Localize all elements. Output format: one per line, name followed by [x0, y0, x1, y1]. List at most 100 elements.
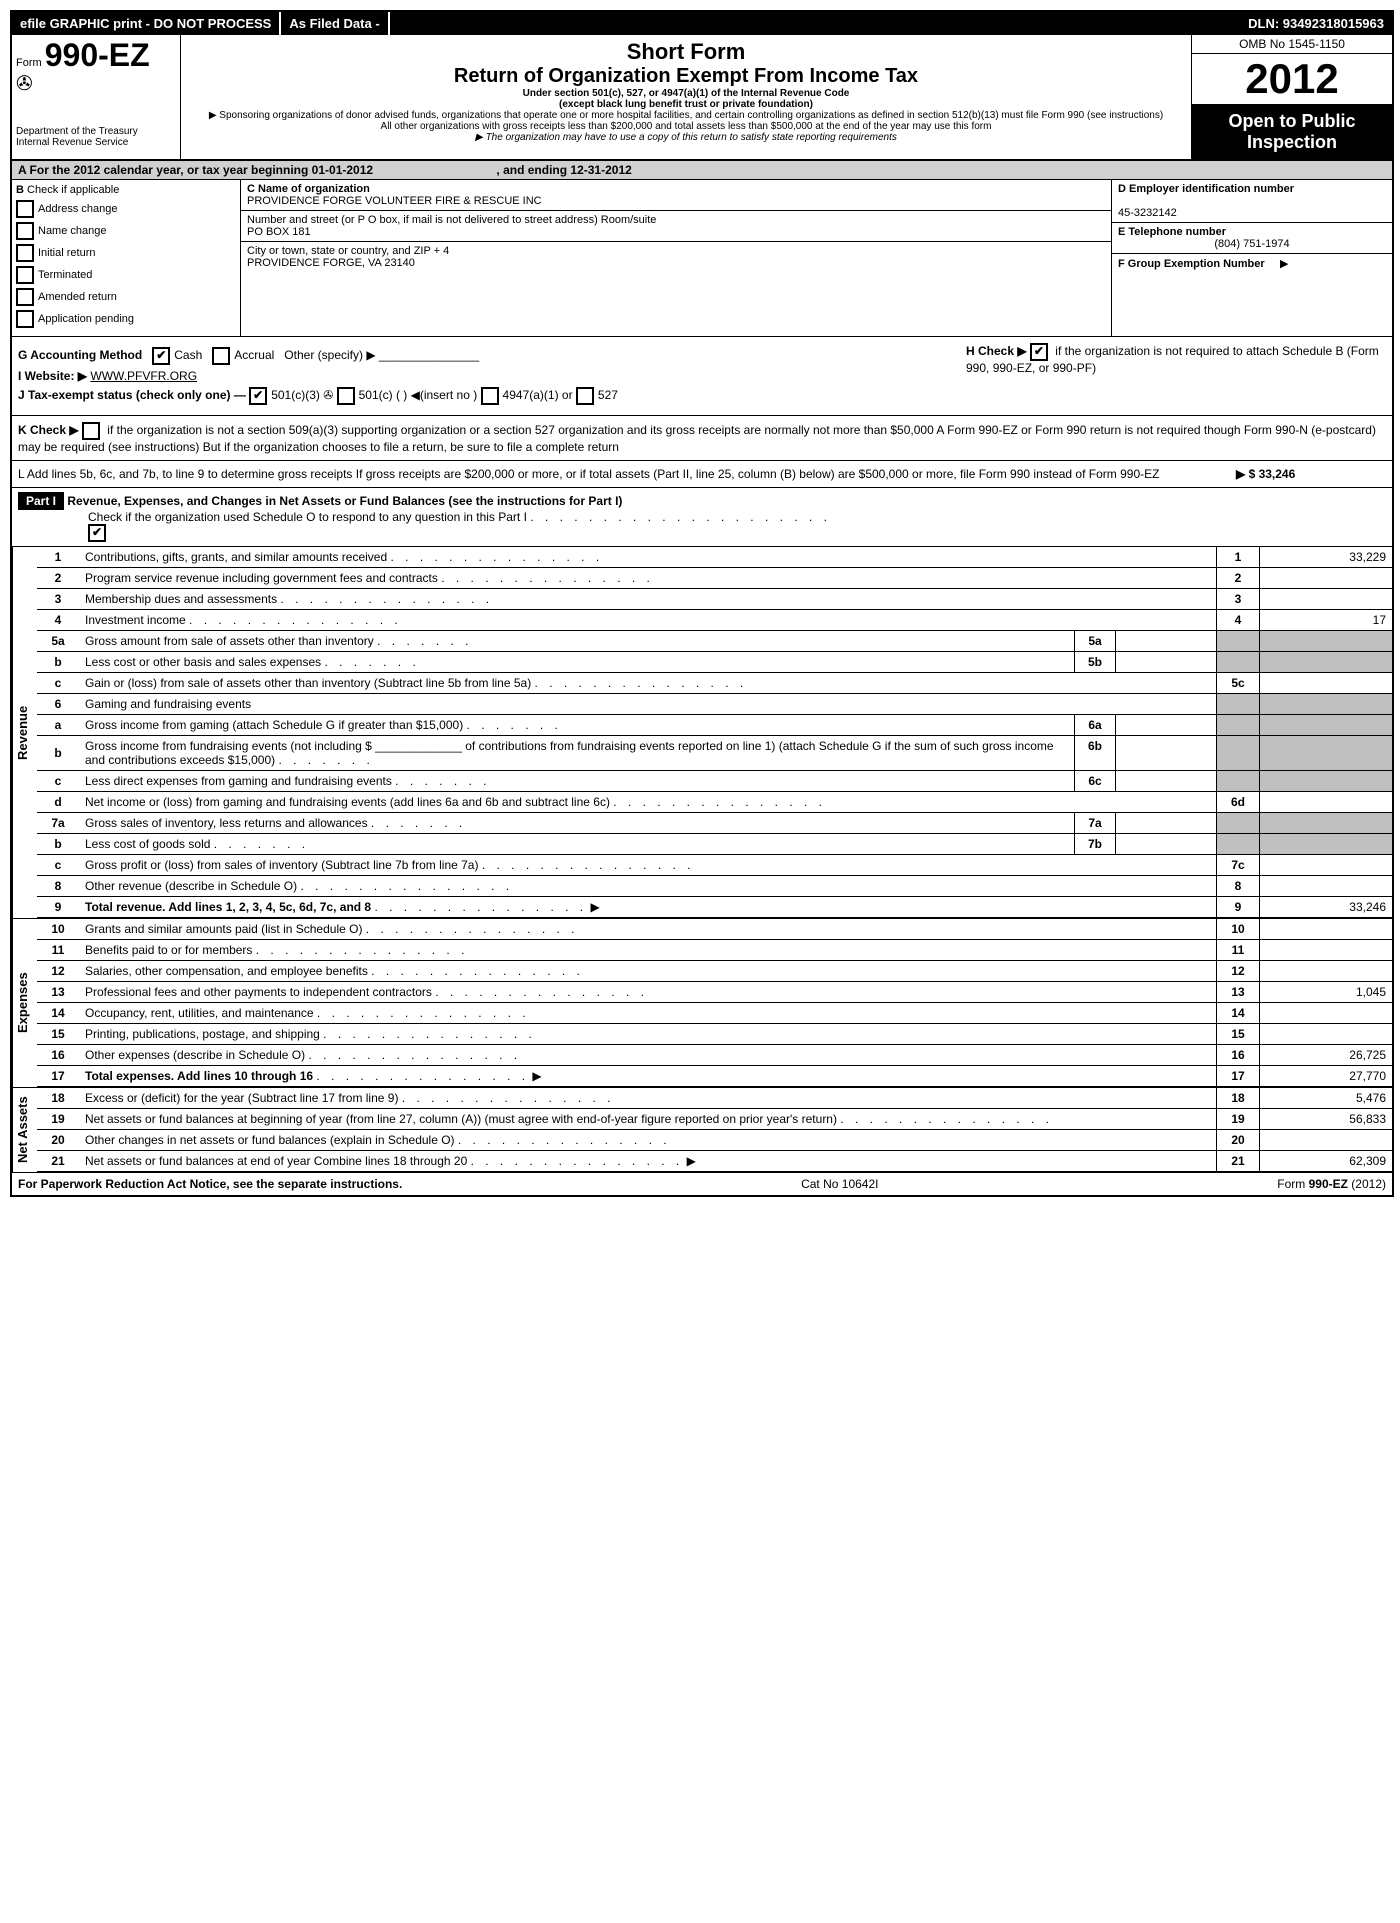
line-number: 3 [37, 589, 79, 610]
line-value: 17 [1260, 610, 1393, 631]
line-desc: Occupancy, rent, utilities, and maintena… [79, 1003, 1217, 1024]
line-row: cGross profit or (loss) from sales of in… [37, 855, 1392, 876]
line-number: 1 [37, 547, 79, 568]
form-number: 990-EZ [45, 37, 150, 73]
line-box: 7c [1217, 855, 1260, 876]
line-number: 13 [37, 982, 79, 1003]
line-box: 21 [1217, 1151, 1260, 1172]
open-to-public: Open to Public Inspection [1192, 105, 1392, 159]
line-row: 3Membership dues and assessments . . . .… [37, 589, 1392, 610]
line-desc: Gaming and fundraising events [79, 694, 1217, 715]
expenses-table: 10Grants and similar amounts paid (list … [37, 919, 1392, 1087]
501c3-checkbox[interactable]: ✔ [249, 387, 267, 405]
revenue-label: Revenue [12, 547, 37, 918]
line-val-shaded [1260, 813, 1393, 834]
4947-checkbox[interactable] [481, 387, 499, 405]
except-note: (except black lung benefit trust or priv… [185, 99, 1187, 110]
line-box: 20 [1217, 1130, 1260, 1151]
line-number: d [37, 792, 79, 813]
line-number: 9 [37, 897, 79, 918]
col-b-checkboxes: B Check if applicable Address change Nam… [12, 180, 241, 336]
line-number: b [37, 736, 79, 771]
org-name: PROVIDENCE FORGE VOLUNTEER FIRE & RESCUE… [247, 195, 542, 207]
527-checkbox[interactable] [576, 387, 594, 405]
copy-note: ▶ The organization may have to use a cop… [185, 132, 1187, 143]
line-val-shaded [1260, 715, 1393, 736]
line-value [1260, 876, 1393, 897]
line-row: bLess cost or other basis and sales expe… [37, 652, 1392, 673]
all-other-note: All other organizations with gross recei… [185, 121, 1187, 132]
line-row: 16Other expenses (describe in Schedule O… [37, 1045, 1392, 1066]
line-box: 19 [1217, 1109, 1260, 1130]
form-990ez: efile GRAPHIC print - DO NOT PROCESS As … [10, 10, 1394, 1197]
dept-irs: Internal Revenue Service [16, 137, 176, 148]
line-number: 20 [37, 1130, 79, 1151]
line-number: 19 [37, 1109, 79, 1130]
line-box-shaded [1217, 631, 1260, 652]
line-row: dNet income or (loss) from gaming and fu… [37, 792, 1392, 813]
line-row: 8Other revenue (describe in Schedule O) … [37, 876, 1392, 897]
line-row: 21Net assets or fund balances at end of … [37, 1151, 1392, 1172]
top-bar: efile GRAPHIC print - DO NOT PROCESS As … [12, 12, 1392, 35]
line-value [1260, 940, 1393, 961]
line-box: 13 [1217, 982, 1260, 1003]
cash-checkbox[interactable]: ✔ [152, 347, 170, 365]
line-row: cLess direct expenses from gaming and fu… [37, 771, 1392, 792]
line-box: 4 [1217, 610, 1260, 631]
line-desc: Excess or (deficit) for the year (Subtra… [79, 1088, 1217, 1109]
line-box: 8 [1217, 876, 1260, 897]
addr-change-checkbox[interactable] [16, 200, 34, 218]
line-value [1260, 855, 1393, 876]
line-value [1260, 673, 1393, 694]
line-desc: Contributions, gifts, grants, and simila… [79, 547, 1217, 568]
line-row: 13Professional fees and other payments t… [37, 982, 1392, 1003]
expenses-label: Expenses [12, 919, 37, 1087]
line-value: 1,045 [1260, 982, 1393, 1003]
line-row: 20Other changes in net assets or fund ba… [37, 1130, 1392, 1151]
line-row: 11Benefits paid to or for members . . . … [37, 940, 1392, 961]
line-desc: Membership dues and assessments . . . . … [79, 589, 1217, 610]
pending-checkbox[interactable] [16, 310, 34, 328]
line-box-shaded [1217, 715, 1260, 736]
line-box: 12 [1217, 961, 1260, 982]
line-row: 17Total expenses. Add lines 10 through 1… [37, 1066, 1392, 1087]
terminated-checkbox[interactable] [16, 266, 34, 284]
amended-checkbox[interactable] [16, 288, 34, 306]
line-desc: Other expenses (describe in Schedule O) … [79, 1045, 1217, 1066]
line-value [1260, 1130, 1393, 1151]
accrual-checkbox[interactable] [212, 347, 230, 365]
website[interactable]: WWW.PFVFR.ORG [90, 369, 197, 383]
line-row: 1Contributions, gifts, grants, and simil… [37, 547, 1392, 568]
line-row: cGain or (loss) from sale of assets othe… [37, 673, 1392, 694]
line-box-shaded [1217, 834, 1260, 855]
line-number: 4 [37, 610, 79, 631]
k-checkbox[interactable] [82, 422, 100, 440]
header-left: Form 990-EZ ✇ Department of the Treasury… [12, 35, 181, 159]
part1-header: Part I Revenue, Expenses, and Changes in… [12, 488, 1392, 547]
omb-number: OMB No 1545-1150 [1192, 35, 1392, 54]
name-change-checkbox[interactable] [16, 222, 34, 240]
tax-year: 2012 [1192, 54, 1392, 105]
as-filed: As Filed Data - [281, 12, 389, 35]
l-section: L Add lines 5b, 6c, and 7b, to line 9 to… [12, 461, 1392, 488]
schedule-o-checkbox[interactable]: ✔ [88, 524, 106, 542]
col-d-ein-phone: D Employer identification number 45-3232… [1112, 180, 1392, 336]
line-desc: Gain or (loss) from sale of assets other… [79, 673, 1217, 694]
line-box: 3 [1217, 589, 1260, 610]
line-desc: Total expenses. Add lines 10 through 16 … [79, 1066, 1217, 1087]
501c-checkbox[interactable] [337, 387, 355, 405]
line-value [1260, 961, 1393, 982]
netassets-table: 18Excess or (deficit) for the year (Subt… [37, 1088, 1392, 1172]
line-number: b [37, 834, 79, 855]
line-desc: Less cost or other basis and sales expen… [79, 652, 1217, 673]
revenue-section: Revenue 1Contributions, gifts, grants, a… [12, 547, 1392, 919]
initial-return-checkbox[interactable] [16, 244, 34, 262]
line-desc: Other revenue (describe in Schedule O) .… [79, 876, 1217, 897]
k-section: K Check ▶ if the organization is not a s… [12, 416, 1392, 461]
line-value [1260, 568, 1393, 589]
line-val-shaded [1260, 736, 1393, 771]
line-desc: Gross sales of inventory, less returns a… [79, 813, 1217, 834]
line-row: 9Total revenue. Add lines 1, 2, 3, 4, 5c… [37, 897, 1392, 918]
h-checkbox[interactable]: ✔ [1030, 343, 1048, 361]
line-box: 1 [1217, 547, 1260, 568]
